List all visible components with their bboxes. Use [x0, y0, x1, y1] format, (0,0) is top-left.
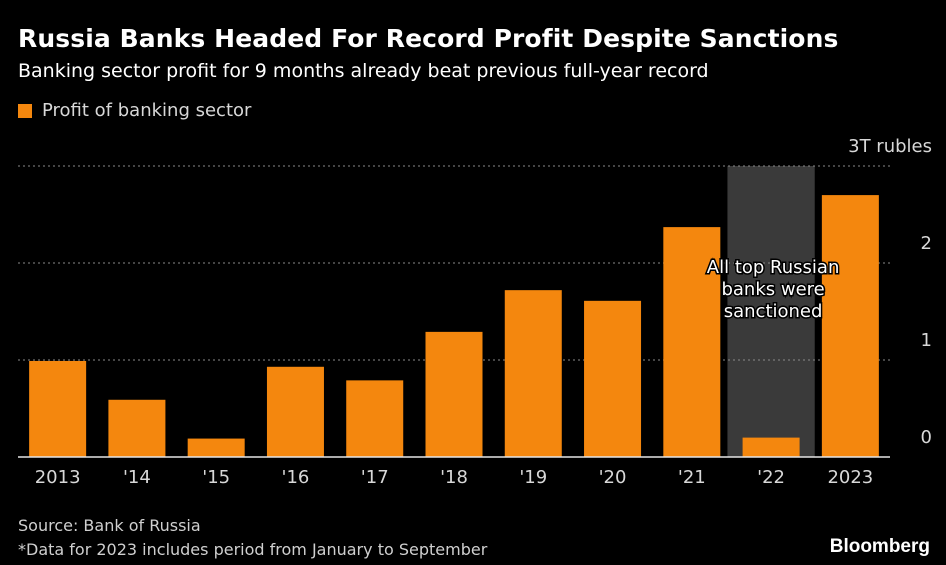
bar: [504, 290, 562, 457]
chart-title: Russia Banks Headed For Record Profit De…: [18, 24, 839, 53]
bar: [584, 300, 642, 457]
x-tick-label: '18: [440, 467, 468, 488]
bar: [821, 195, 879, 457]
y-tick-label: 0: [921, 427, 932, 448]
source-note: Source: Bank of Russia: [18, 516, 201, 535]
bar: [187, 438, 245, 457]
footnote: *Data for 2023 includes period from Janu…: [18, 540, 488, 559]
x-tick-label: '21: [678, 467, 706, 488]
x-tick-label: '17: [361, 467, 389, 488]
x-tick-label: '20: [599, 467, 627, 488]
legend-swatch: [18, 103, 32, 118]
bar: [663, 227, 721, 457]
legend: Profit of banking sector: [18, 100, 251, 121]
x-tick-label: 2013: [35, 467, 81, 488]
bar: [29, 360, 87, 457]
x-tick-label: '16: [282, 467, 310, 488]
bar: [742, 437, 800, 457]
annotation-line: All top Russian: [707, 257, 840, 278]
bar: [108, 399, 166, 457]
bar: [266, 366, 324, 457]
x-tick-label: '15: [202, 467, 230, 488]
bar: [346, 380, 404, 457]
y-tick-label: 3T rubles: [848, 136, 932, 157]
x-tick-label: '19: [519, 467, 547, 488]
sanctions-shaded-region: [727, 166, 815, 457]
x-tick-label: '22: [757, 467, 785, 488]
y-tick-label: 1: [921, 330, 932, 351]
annotation-line: banks were: [721, 279, 824, 300]
bar: [425, 331, 483, 457]
x-tick-label: 2023: [827, 467, 873, 488]
annotation-line: sanctioned: [724, 301, 823, 322]
legend-label: Profit of banking sector: [42, 100, 252, 121]
bloomberg-logo: Bloomberg: [829, 536, 930, 557]
y-tick-label: 2: [921, 233, 932, 254]
x-tick-label: '14: [123, 467, 151, 488]
chart-subtitle: Banking sector profit for 9 months alrea…: [18, 60, 709, 82]
